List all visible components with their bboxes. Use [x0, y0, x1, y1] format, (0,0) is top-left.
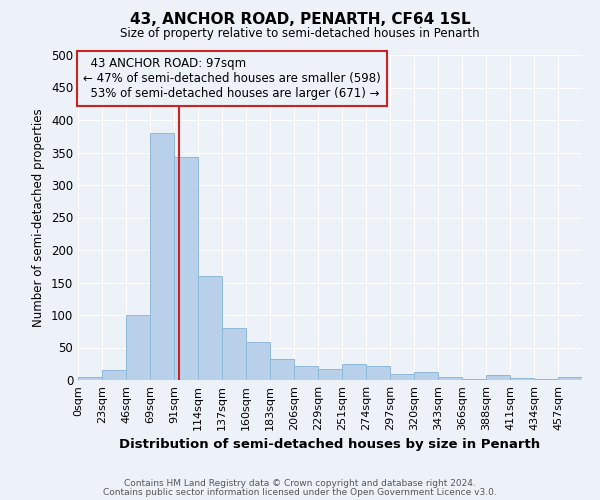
Bar: [390, 374, 414, 380]
Text: Size of property relative to semi-detached houses in Penarth: Size of property relative to semi-detach…: [120, 28, 480, 40]
X-axis label: Distribution of semi-detached houses by size in Penarth: Distribution of semi-detached houses by …: [119, 438, 541, 452]
Bar: [486, 376, 510, 380]
Bar: [222, 328, 246, 380]
Y-axis label: Number of semi-detached properties: Number of semi-detached properties: [32, 108, 46, 327]
Bar: [78, 377, 102, 380]
Bar: [318, 369, 342, 380]
Bar: [462, 378, 486, 380]
Bar: [150, 133, 174, 380]
Text: 43 ANCHOR ROAD: 97sqm
← 47% of semi-detached houses are smaller (598)
  53% of s: 43 ANCHOR ROAD: 97sqm ← 47% of semi-deta…: [83, 57, 381, 100]
Bar: [294, 366, 318, 380]
Bar: [126, 315, 150, 380]
Text: 43, ANCHOR ROAD, PENARTH, CF64 1SL: 43, ANCHOR ROAD, PENARTH, CF64 1SL: [130, 12, 470, 28]
Bar: [246, 342, 270, 380]
Bar: [270, 358, 294, 380]
Bar: [414, 372, 438, 380]
Bar: [198, 276, 222, 380]
Text: Contains HM Land Registry data © Crown copyright and database right 2024.: Contains HM Land Registry data © Crown c…: [124, 478, 476, 488]
Bar: [366, 366, 390, 380]
Bar: [342, 364, 366, 380]
Bar: [558, 378, 582, 380]
Text: Contains public sector information licensed under the Open Government Licence v3: Contains public sector information licen…: [103, 488, 497, 497]
Bar: [510, 378, 534, 380]
Bar: [174, 157, 198, 380]
Bar: [102, 370, 126, 380]
Bar: [438, 377, 462, 380]
